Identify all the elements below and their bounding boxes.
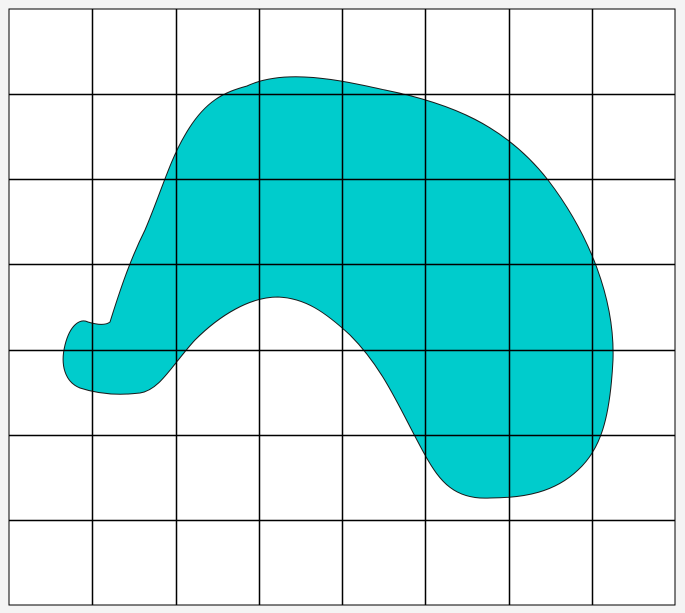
cyan-irregular-shape xyxy=(62,76,614,499)
grid-lines xyxy=(9,9,675,605)
diagram-border xyxy=(8,8,676,606)
